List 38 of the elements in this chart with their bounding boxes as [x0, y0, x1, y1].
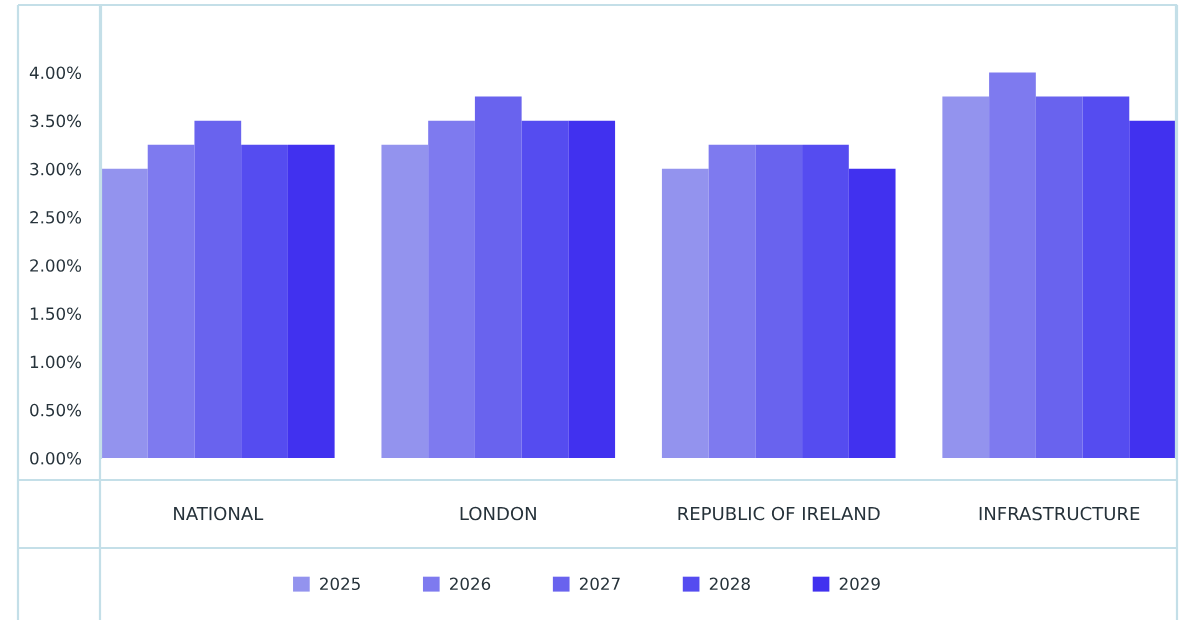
- bar: [474, 96, 522, 458]
- x-tick-label: REPUBLIC OF IRELAND: [678, 506, 880, 521]
- bar: [287, 144, 335, 458]
- x-tick-label: LONDON: [460, 506, 536, 521]
- bar: [942, 96, 990, 458]
- bar: [428, 120, 475, 458]
- bar: [241, 144, 288, 458]
- bar: [1082, 96, 1130, 458]
- bar: [521, 120, 569, 458]
- bar: [708, 144, 756, 458]
- y-tick-label: 2.50%: [30, 211, 82, 224]
- legend-label: 2026: [450, 577, 491, 591]
- y-tick-label: 4.00%: [29, 66, 82, 80]
- bar: [1035, 96, 1083, 458]
- bar: [848, 168, 896, 458]
- bar: [101, 168, 148, 458]
- y-tick-label: 2.00%: [30, 259, 82, 272]
- legend-label: 2027: [579, 577, 620, 591]
- bar: [568, 120, 616, 458]
- bar: [381, 144, 429, 458]
- bar: [755, 144, 803, 458]
- bar: [147, 144, 195, 458]
- y-tick-label: 1.50%: [30, 307, 82, 320]
- bar: [661, 168, 709, 458]
- x-tick-label: NATIONAL: [174, 506, 264, 521]
- legend-label: 2028: [709, 577, 750, 591]
- y-tick-label: 3.50%: [30, 114, 82, 128]
- bar: [1129, 120, 1176, 458]
- bar: [802, 144, 849, 458]
- y-tick-label: 1.00%: [30, 355, 82, 369]
- legend-label: 2025: [320, 577, 360, 591]
- bar: [989, 72, 1036, 458]
- bar: [194, 120, 242, 458]
- legend-label: 2029: [839, 577, 880, 591]
- y-tick-label: 0.00%: [30, 451, 82, 465]
- y-tick-label: 3.00%: [30, 162, 82, 176]
- x-tick-label: INFRASTRUCTURE: [979, 506, 1140, 521]
- y-tick-label: 0.50%: [30, 403, 82, 417]
